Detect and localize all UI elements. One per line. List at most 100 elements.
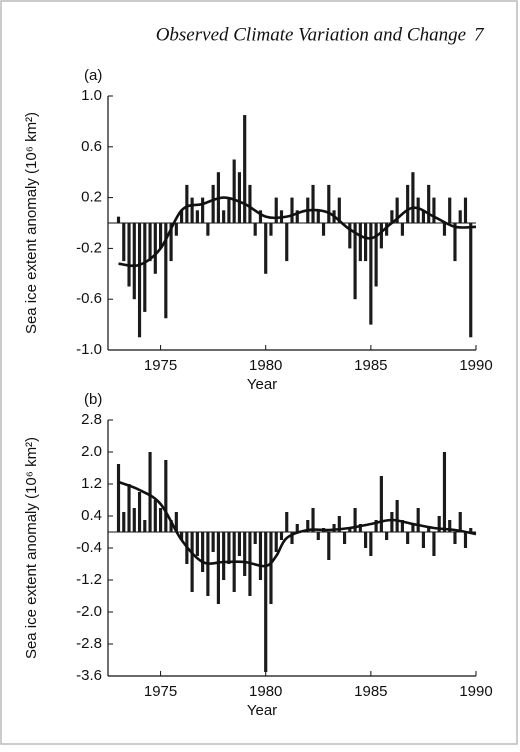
bar bbox=[390, 210, 394, 223]
bar bbox=[132, 508, 136, 532]
bar bbox=[395, 500, 399, 532]
bar bbox=[369, 532, 373, 556]
bar bbox=[206, 223, 210, 236]
bar bbox=[358, 524, 362, 532]
bar bbox=[143, 520, 147, 532]
bar bbox=[222, 210, 226, 223]
bar bbox=[364, 532, 368, 548]
bar bbox=[406, 184, 410, 223]
bar bbox=[463, 532, 468, 548]
y-tick-label: 0.4 bbox=[81, 507, 102, 524]
bar bbox=[201, 532, 205, 572]
panel-label: (a) bbox=[84, 67, 102, 84]
bar bbox=[463, 197, 468, 223]
x-tick-label: 1980 bbox=[249, 357, 282, 374]
bar bbox=[432, 532, 436, 556]
y-tick-label: 2.0 bbox=[81, 443, 102, 460]
smooth-line bbox=[118, 480, 477, 568]
bar bbox=[232, 159, 236, 223]
y-tick-label: 0.6 bbox=[81, 138, 102, 155]
bar bbox=[369, 223, 373, 325]
bar bbox=[400, 223, 404, 236]
bar bbox=[153, 223, 157, 274]
bar bbox=[453, 532, 457, 544]
y-tick-label: -1.2 bbox=[76, 571, 102, 588]
y-tick-label: -0.4 bbox=[76, 539, 102, 556]
bar bbox=[237, 532, 242, 556]
bar bbox=[127, 484, 131, 532]
x-tick-label: 1985 bbox=[354, 357, 387, 374]
bar bbox=[411, 172, 415, 223]
bar bbox=[158, 508, 163, 532]
x-tick-label: 1975 bbox=[144, 357, 177, 374]
bar bbox=[358, 223, 362, 262]
bar bbox=[290, 197, 294, 223]
bar bbox=[148, 223, 152, 262]
bar bbox=[243, 115, 247, 223]
bar bbox=[137, 492, 142, 532]
bar bbox=[164, 460, 168, 532]
smooth-line bbox=[118, 196, 477, 268]
bar bbox=[269, 532, 273, 604]
bar bbox=[458, 512, 462, 532]
x-axis-label: Year bbox=[247, 702, 277, 719]
bar bbox=[337, 197, 341, 223]
bar bbox=[395, 197, 399, 223]
bar bbox=[427, 184, 431, 223]
x-tick-label: 1990 bbox=[459, 683, 492, 700]
panel-label: (b) bbox=[84, 391, 102, 408]
bar bbox=[279, 532, 284, 540]
bar bbox=[421, 532, 426, 548]
bar bbox=[195, 210, 199, 223]
bar bbox=[379, 223, 383, 249]
bar bbox=[169, 223, 173, 262]
bar bbox=[148, 452, 152, 532]
y-tick-label: -0.2 bbox=[76, 239, 102, 256]
bar bbox=[211, 184, 215, 223]
bar bbox=[195, 532, 199, 556]
y-tick-label: -1.0 bbox=[76, 341, 102, 358]
bar bbox=[421, 210, 426, 223]
bar bbox=[122, 223, 126, 262]
bar bbox=[180, 210, 184, 223]
bar bbox=[132, 223, 136, 300]
bar bbox=[311, 184, 315, 223]
bar bbox=[442, 452, 447, 532]
bar bbox=[374, 223, 378, 287]
bar bbox=[348, 223, 352, 249]
bar bbox=[337, 516, 341, 532]
bar bbox=[300, 223, 305, 224]
bar bbox=[385, 223, 389, 236]
bar bbox=[285, 223, 289, 262]
bar bbox=[264, 532, 268, 672]
y-tick-label: 0.2 bbox=[81, 189, 102, 206]
bar bbox=[122, 512, 126, 532]
x-tick-label: 1975 bbox=[144, 683, 177, 700]
bar bbox=[116, 216, 121, 223]
bar bbox=[327, 184, 331, 223]
y-axis-label: Sea ice extent anomaly (10⁶ km²) bbox=[23, 112, 40, 334]
bar bbox=[274, 532, 278, 552]
bar bbox=[353, 508, 357, 532]
bar bbox=[342, 532, 347, 544]
y-tick-label: 1.2 bbox=[81, 475, 102, 492]
bar bbox=[437, 223, 441, 224]
bar bbox=[264, 223, 268, 274]
header: Observed Climate Variation and Change bbox=[156, 24, 466, 45]
bar bbox=[248, 184, 252, 223]
bar bbox=[269, 223, 273, 236]
bar bbox=[374, 520, 378, 532]
bar bbox=[364, 223, 368, 262]
bar bbox=[442, 223, 447, 236]
bar bbox=[237, 172, 242, 223]
bar bbox=[342, 223, 347, 224]
bar bbox=[458, 210, 462, 223]
bar bbox=[174, 512, 178, 532]
bar bbox=[216, 532, 220, 604]
bar bbox=[116, 464, 121, 532]
bar bbox=[416, 508, 420, 532]
bar bbox=[311, 508, 315, 532]
y-tick-label: -0.6 bbox=[76, 290, 102, 307]
